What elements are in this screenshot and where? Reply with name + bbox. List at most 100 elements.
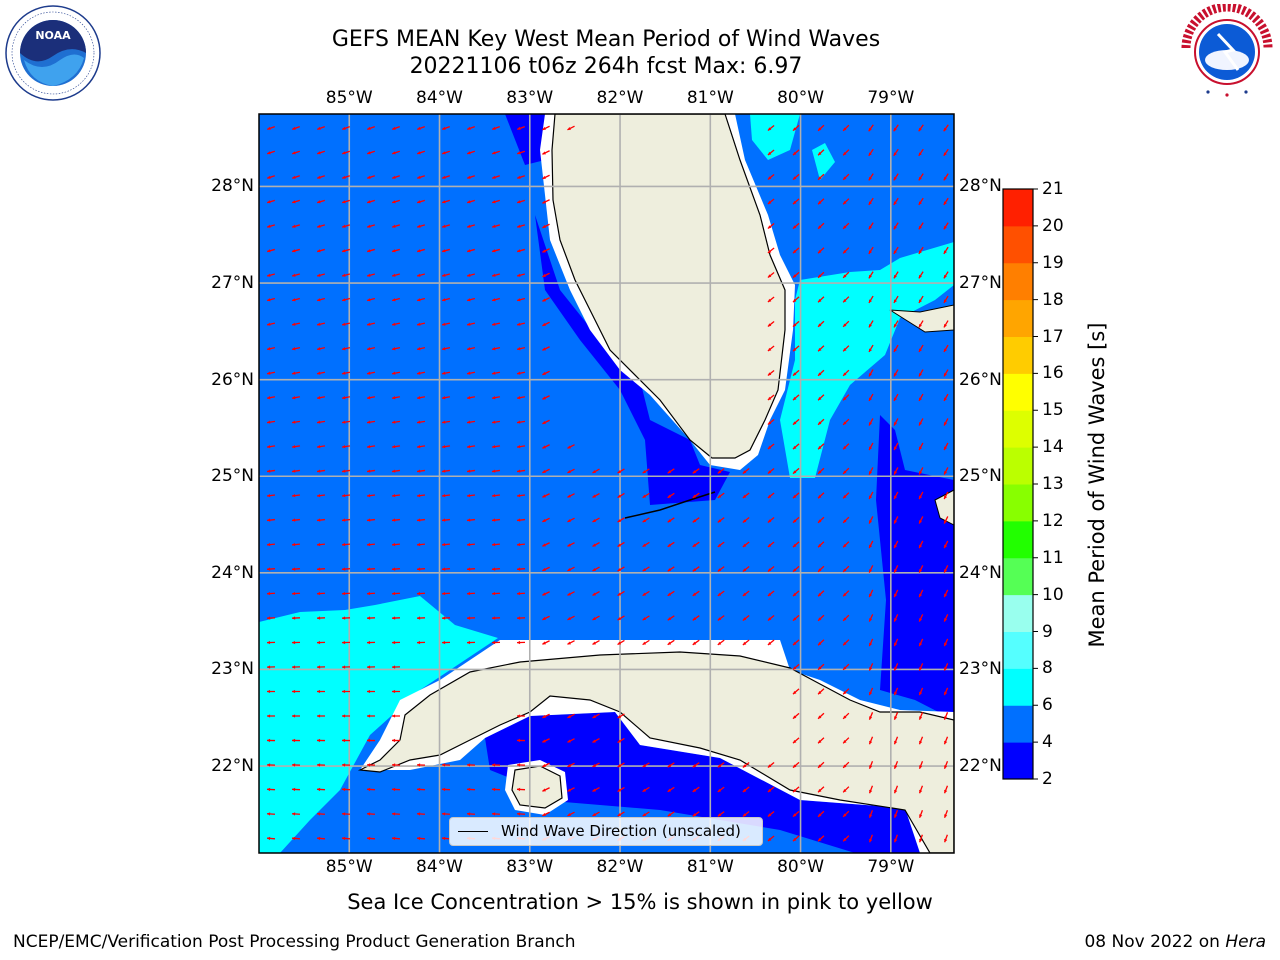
colorbar-tick-label: 18 [1042, 289, 1064, 310]
wind-wave-arrow-head [617, 568, 622, 572]
nws-logo-icon [1181, 4, 1273, 97]
wind-wave-arrow-head [367, 371, 371, 375]
wind-wave-arrow-head [894, 691, 898, 696]
wind-wave-arrow-head [918, 299, 922, 303]
wind-wave-arrow-head [742, 617, 747, 621]
wind-wave-arrow-head [919, 667, 923, 671]
wind-wave-arrow-head [317, 444, 321, 449]
wind-wave-arrow-head [944, 372, 947, 377]
wind-wave-arrow-head [592, 469, 597, 473]
wind-wave-arrow-head [692, 617, 697, 621]
map-frame [258, 113, 955, 854]
wind-wave-arrow-head [392, 836, 396, 841]
wind-wave-arrow-head [542, 273, 546, 277]
lon-tick-label-bottom: 80°W [777, 857, 825, 877]
wind-wave-arrow-head [317, 616, 321, 620]
wind-wave-arrow-head [267, 616, 271, 620]
wind-wave-arrow-head [592, 739, 597, 743]
lon-tick-label-bottom: 79°W [867, 857, 915, 877]
wind-wave-arrow-head [517, 787, 521, 792]
lon-tick-label-top: 82°W [596, 88, 644, 108]
wind-wave-arrow-head [742, 470, 747, 474]
wind-wave-arrow-head [918, 323, 922, 328]
wind-wave-arrow-head [342, 542, 346, 547]
wind-wave-arrow-head [667, 641, 672, 645]
wind-wave-arrow-head [642, 519, 647, 523]
wind-wave-arrow [920, 859, 923, 867]
wind-wave-arrow-head [417, 444, 421, 449]
lon-tick-label-top: 79°W [867, 88, 915, 108]
colorbar-tick-label: 4 [1042, 732, 1053, 753]
wind-wave-arrow-head [717, 568, 722, 572]
wind-wave-arrow-head [617, 519, 622, 523]
wind-wave-arrow-head [894, 569, 898, 573]
wind-wave-arrow-head [492, 493, 496, 498]
wind-wave-arrow [392, 863, 400, 864]
wind-wave-arrow-head [843, 176, 847, 180]
wind-wave-arrow-head [367, 273, 371, 277]
wind-wave-arrow-head [918, 152, 922, 156]
wind-wave-arrow-head [292, 298, 296, 302]
wind-wave-arrow-head [943, 201, 947, 205]
wind-wave-arrow-head [492, 200, 496, 204]
wind-wave-arrow-head [919, 642, 923, 647]
wind-wave-arrow-head [492, 763, 496, 767]
wind-wave-arrow-head [367, 787, 371, 792]
wind-wave-arrow-head [367, 836, 371, 841]
wind-wave-arrow-head [843, 470, 847, 474]
wind-wave-arrow-head [617, 641, 622, 645]
wind-wave-arrow-head [692, 813, 697, 817]
wind-wave-arrow-head [944, 422, 948, 426]
wind-wave-arrow-head [818, 372, 822, 376]
wind-wave-arrow-head [342, 812, 346, 816]
lat-tick-label-left: 25°N [211, 466, 254, 487]
wind-wave-arrow-head [767, 249, 772, 254]
colorbar-tick-label: 6 [1042, 695, 1053, 716]
wind-wave-arrow-head [342, 420, 346, 424]
wind-wave-arrow-head [592, 714, 597, 718]
lat-tick-label-right: 23°N [959, 659, 1002, 680]
wind-wave-arrow-head [367, 444, 371, 449]
wind-wave-arrow-head [818, 274, 822, 278]
wind-wave-arrow-head [392, 444, 396, 449]
wind-wave-arrow-head [292, 371, 296, 375]
wind-wave-arrow-head [818, 127, 822, 131]
wind-wave-arrow-head [869, 593, 873, 598]
colorbar-tick-label: 15 [1042, 400, 1064, 421]
wind-wave-arrow-head [667, 764, 672, 768]
wind-wave-arrow-head [592, 788, 597, 792]
wind-wave-arrow-head [317, 371, 321, 375]
colorbar-segment [1003, 520, 1033, 559]
wind-wave-arrow-head [919, 789, 923, 794]
wind-wave-arrow-head [417, 640, 421, 645]
wind-wave-arrow-head [868, 323, 872, 328]
wind-wave-arrow-head [617, 617, 622, 621]
wind-wave-arrow-head [292, 616, 296, 620]
wind-wave-arrow-head [743, 862, 746, 865]
wind-wave-arrow-head [442, 640, 446, 645]
wind-wave-arrow-head [717, 543, 722, 547]
wind-wave-arrow-head [818, 592, 822, 597]
wind-wave-arrow-head [944, 446, 948, 451]
wind-wave-arrow-head [342, 273, 346, 277]
wind-wave-arrow-head [342, 591, 346, 596]
wind-wave-arrow-head [367, 616, 371, 620]
wind-wave-arrow-head [292, 665, 296, 669]
wind-wave-arrow-head [517, 616, 521, 620]
wind-wave-arrow-head [592, 494, 597, 498]
wind-wave-arrow-head [342, 616, 346, 620]
wind-wave-arrow-head [417, 616, 421, 620]
wind-wave-arrow-head [843, 347, 847, 352]
wind-wave-arrow-head [542, 175, 546, 179]
wind-wave-arrow-head [367, 567, 371, 571]
wind-wave-arrow-head [417, 469, 421, 473]
wind-wave-arrow-head [843, 764, 847, 768]
wind-wave-arrow-head [317, 273, 321, 277]
wind-wave-arrow-head [417, 518, 421, 522]
lat-tick-label-left: 23°N [211, 659, 254, 680]
wind-wave-arrow-head [818, 200, 822, 205]
wind-wave-arrow-head [442, 371, 446, 375]
wind-wave-arrow-head [843, 568, 847, 572]
wind-wave-arrow-head [667, 788, 672, 792]
